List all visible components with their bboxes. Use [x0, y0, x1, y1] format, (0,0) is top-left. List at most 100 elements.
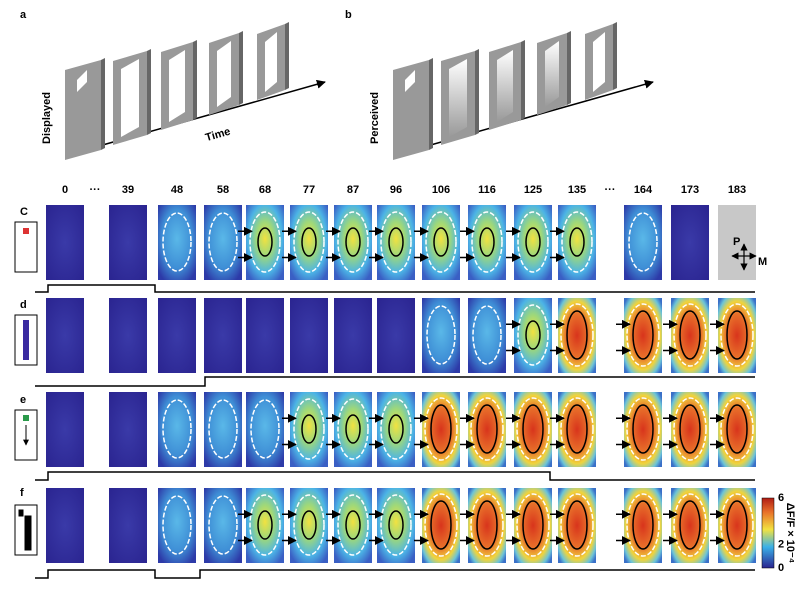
imaging-frame: [514, 488, 552, 563]
contour-black: [388, 227, 404, 257]
contour-black: [479, 227, 495, 257]
contour-white: [380, 211, 412, 273]
imaging-frame: [377, 392, 415, 467]
time-label: 0: [62, 184, 68, 196]
contour-white: [561, 211, 593, 273]
imaging-frame: [377, 205, 415, 280]
window: [265, 32, 277, 92]
contour-white: [424, 493, 458, 557]
colorbar-tick: 2: [778, 539, 784, 551]
imaging-frame: [422, 392, 460, 467]
window: [169, 50, 185, 122]
imaging-frame: [246, 392, 284, 467]
imaging-frame: [246, 205, 284, 280]
imaging-frame: [558, 488, 596, 563]
contour-black: [257, 510, 273, 540]
colorbar-label: ΔF/F × 10⁻⁴: [784, 503, 796, 563]
contour-black: [388, 510, 404, 540]
axis-label: Displayed: [41, 92, 53, 144]
row-label: d: [20, 299, 27, 311]
imaging-frame: [671, 298, 709, 373]
contour-white: [626, 303, 660, 367]
contour-white: [470, 397, 504, 461]
imaging-frame: [204, 392, 242, 467]
contour-black: [569, 227, 585, 257]
frame-side: [239, 31, 243, 105]
time-label: 39: [122, 184, 134, 196]
row-label: e: [20, 394, 26, 406]
stimulus: [77, 70, 87, 92]
window: [121, 59, 139, 137]
imaging-frame: [204, 488, 242, 563]
frame-side: [521, 40, 525, 120]
imaging-frame: [158, 298, 196, 373]
time-label: 173: [681, 184, 699, 196]
contour-white: [162, 399, 192, 459]
contour-white: [628, 212, 658, 272]
frames: [46, 22, 756, 563]
imaging-frame: [718, 392, 756, 467]
contour-white: [560, 493, 594, 557]
contour-white: [720, 493, 754, 557]
contour-white: [380, 494, 412, 556]
imaging-frame: [158, 488, 196, 563]
time-label: ···: [90, 184, 101, 196]
window: [449, 59, 467, 137]
frame-side: [193, 40, 197, 120]
imaging-frame: [514, 392, 552, 467]
imaging-frame: [558, 205, 596, 280]
imaging-frame: [158, 392, 196, 467]
contour-white: [293, 398, 325, 460]
contour-black: [345, 227, 361, 257]
time-label: 116: [478, 184, 496, 196]
imaging-frame: [468, 392, 506, 467]
imaging-frame: [46, 392, 84, 467]
imaging-frame: [377, 298, 415, 373]
imaging-frame: [422, 488, 460, 563]
contour-black: [726, 310, 748, 360]
frame-side: [285, 22, 289, 90]
contour-black: [525, 320, 541, 350]
imaging-frame: [246, 488, 284, 563]
contour-black: [301, 510, 317, 540]
orientation-label: M: [758, 256, 767, 268]
imaging-frame: [671, 392, 709, 467]
time-label: 106: [432, 184, 450, 196]
contour-white: [720, 397, 754, 461]
frame: [65, 60, 101, 160]
window: [217, 41, 231, 107]
contour-black: [632, 404, 654, 454]
axis-label: Time: [204, 126, 232, 145]
imaging-frame: [558, 392, 596, 467]
imaging-frame: [422, 205, 460, 280]
contour-white: [249, 494, 281, 556]
contour-white: [560, 397, 594, 461]
time-label: 87: [347, 184, 359, 196]
imaging-frame: [290, 205, 328, 280]
orientation: [731, 243, 772, 275]
frame-side: [613, 22, 617, 90]
contour-white: [249, 211, 281, 273]
imaging-frame: [624, 298, 662, 373]
frame-side: [147, 49, 151, 135]
frame-side: [475, 49, 479, 135]
imaging-frame: [109, 298, 147, 373]
contour-white: [162, 212, 192, 272]
contour-black: [430, 500, 452, 550]
time-label: 58: [217, 184, 229, 196]
imaging-frame: [422, 298, 460, 373]
contour-black: [476, 500, 498, 550]
time-label: 135: [568, 184, 586, 196]
stimulus-icons: [14, 221, 38, 556]
imaging-frame: [46, 488, 84, 563]
axis-label: Perceived: [369, 92, 381, 144]
colorbar: ΔF/F × 10⁻⁴: [761, 497, 796, 569]
frame-side: [567, 31, 571, 105]
window: [497, 50, 513, 122]
frame-side: [101, 58, 105, 150]
row-label: f: [20, 487, 24, 499]
time-label: 96: [390, 184, 402, 196]
contour-white: [560, 303, 594, 367]
contour-white: [720, 303, 754, 367]
